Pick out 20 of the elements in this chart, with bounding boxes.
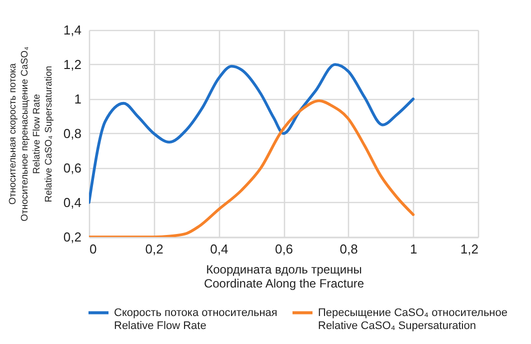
line-series xyxy=(89,63,415,204)
x-axis-title: Координата вдоль трещины Coordinate Along the Fracture xyxy=(204,262,364,290)
line-series xyxy=(89,99,415,237)
y-axis-title: Относительная скорость потока Относительное перенасыщение CaSO₄ Relative Flow Rate Relative CaSO₄ Supersaturation xyxy=(7,46,54,222)
x-tick-label: 0,2 xyxy=(145,242,164,256)
x-tick-label: 0 xyxy=(90,242,97,256)
x-tick-label: 1,2 xyxy=(460,242,478,256)
legend-label: Скорость потока относительная Relative Flow Rate xyxy=(114,306,278,332)
x-tick-label: 1 xyxy=(410,242,418,256)
x-tick-label: 0,6 xyxy=(274,242,294,256)
y-tick-label: 0,2 xyxy=(63,230,82,244)
y-tick-label: 1,2 xyxy=(63,57,82,72)
y-tick-label: 0,6 xyxy=(63,160,82,176)
y-tick-label: 0,8 xyxy=(63,126,82,141)
y-tick-label: 1 xyxy=(74,92,82,106)
y-tick-label: 0,4 xyxy=(63,195,82,210)
y-tick-label: 1,4 xyxy=(63,22,82,38)
x-tick-label: 0,8 xyxy=(340,242,358,256)
x-tick-label: 0,4 xyxy=(210,242,228,256)
legend-label: Пересыщение CaSO₄ относительное Relative CaSO₄ Supersaturation xyxy=(318,306,508,332)
